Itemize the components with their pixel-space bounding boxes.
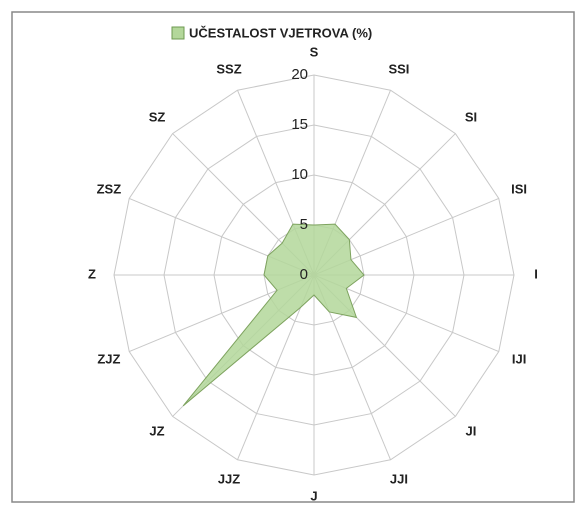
category-label: SSZ [216,61,241,76]
series-area [182,223,365,407]
category-label: IJI [512,351,526,366]
category-label: ISI [511,181,527,196]
category-label: ZSZ [97,181,122,196]
category-label: SI [465,109,477,124]
legend-swatch [171,26,185,40]
category-label: Z [88,266,96,281]
tick-label: 15 [291,116,308,133]
category-label: I [534,266,538,281]
category-label: JI [466,423,477,438]
category-label: JJZ [218,472,240,487]
category-label: ZJZ [97,351,120,366]
tick-label: 0 [300,266,308,283]
category-label: JJI [390,472,408,487]
category-label: SSI [388,61,409,76]
tick-label: 5 [300,216,308,233]
category-label: S [310,44,319,59]
category-label: SZ [149,109,166,124]
legend-label: UČESTALOST VJETROVA (%) [189,25,372,40]
category-label: J [310,488,317,503]
tick-label: 10 [291,166,308,183]
category-label: JZ [149,423,164,438]
tick-label: 20 [291,66,308,83]
